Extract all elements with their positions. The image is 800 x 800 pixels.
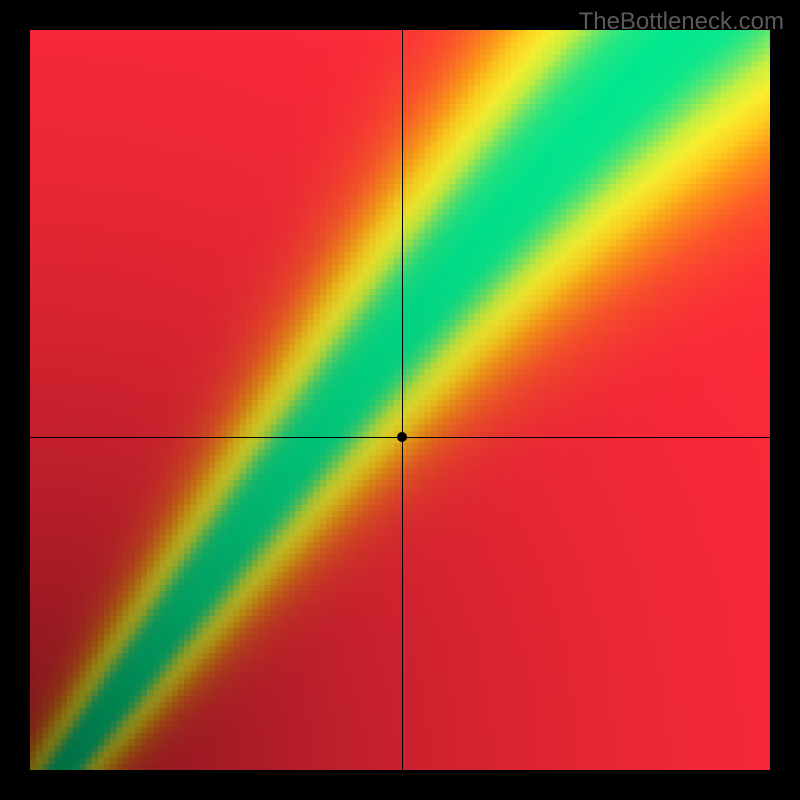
crosshair-vertical <box>402 30 403 770</box>
chart-container: TheBottleneck.com <box>0 0 800 800</box>
current-system-marker <box>397 432 407 442</box>
heatmap-canvas <box>30 30 770 770</box>
heatmap-area <box>30 30 770 770</box>
watermark-text: TheBottleneck.com <box>579 8 784 36</box>
